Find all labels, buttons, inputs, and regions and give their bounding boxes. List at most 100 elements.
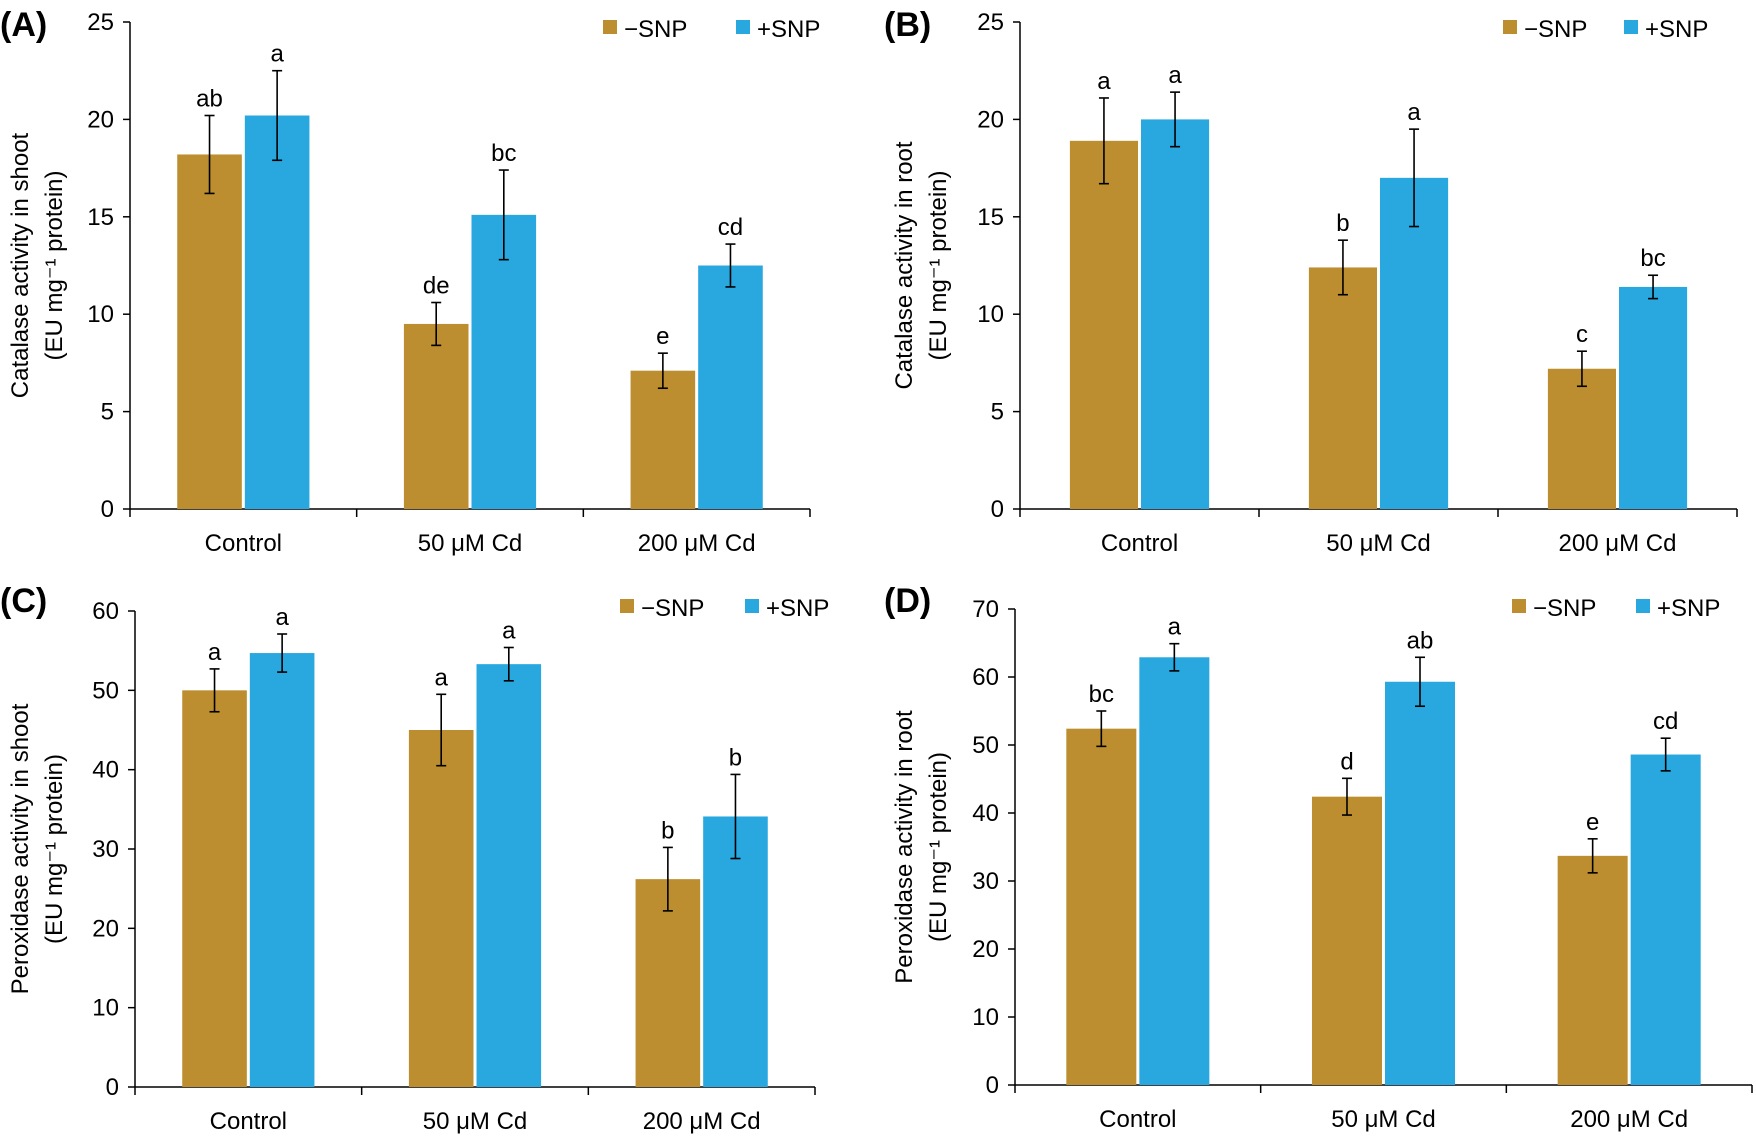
y-tick-label: 70 bbox=[972, 596, 999, 623]
y-tick-label: 10 bbox=[972, 1004, 999, 1031]
y-axis-label-units: (EU mg⁻¹ protein) bbox=[41, 754, 68, 944]
x-category-label: Control bbox=[1099, 1106, 1176, 1133]
bar-minus-snp bbox=[630, 370, 696, 509]
y-tick-label: 0 bbox=[986, 1072, 999, 1099]
y-tick-label: 30 bbox=[972, 868, 999, 895]
significance-letter: bc bbox=[1640, 245, 1665, 272]
bar-minus-snp bbox=[1557, 855, 1628, 1085]
panel-label: (A) bbox=[0, 6, 47, 44]
bar-minus-snp bbox=[1069, 140, 1138, 509]
x-category-label: 50 μM Cd bbox=[1326, 530, 1431, 557]
bar-plus-snp bbox=[1380, 177, 1449, 509]
bar-plus-snp bbox=[1141, 119, 1210, 510]
significance-letter: b bbox=[661, 817, 674, 844]
y-tick-label: 0 bbox=[991, 496, 1004, 523]
x-category-label: 200 μM Cd bbox=[643, 1108, 761, 1135]
legend-swatch-minus-snp bbox=[603, 20, 617, 34]
legend-swatch-plus-snp bbox=[1624, 20, 1638, 34]
y-tick-label: 50 bbox=[972, 732, 999, 759]
x-category-label: Control bbox=[1101, 530, 1178, 557]
significance-letter: b bbox=[1336, 210, 1349, 237]
chart-panel-d: (D) Peroxidase activity in root (EU mg⁻¹ p… bbox=[884, 582, 1753, 1133]
bar-plus-snp bbox=[698, 265, 763, 509]
legend-label-plus-snp: +SNP bbox=[1645, 16, 1708, 43]
significance-letter: cd bbox=[718, 214, 743, 241]
y-axis-label: Peroxidase activity in root bbox=[891, 710, 918, 984]
significance-letter: e bbox=[656, 323, 669, 350]
bar-plus-snp bbox=[1139, 657, 1210, 1085]
significance-letter: ab bbox=[1407, 627, 1434, 654]
y-axis-label-units: (EU mg⁻¹ protein) bbox=[925, 752, 952, 942]
legend-label-plus-snp: +SNP bbox=[757, 16, 820, 43]
significance-letter: d bbox=[1340, 748, 1353, 775]
x-category-label: 200 μM Cd bbox=[1559, 530, 1677, 557]
panel-label: (B) bbox=[884, 6, 931, 44]
significance-letter: ab bbox=[196, 86, 223, 113]
x-category-label: 200 μM Cd bbox=[638, 530, 756, 557]
legend-label-minus-snp: −SNP bbox=[641, 595, 704, 622]
legend-swatch-minus-snp bbox=[1512, 599, 1526, 613]
significance-letter: e bbox=[1586, 809, 1599, 836]
chart-panel-a: (A) Catalase activity in shoot (EU mg⁻¹ pr… bbox=[0, 6, 820, 557]
y-tick-label: 15 bbox=[87, 204, 114, 231]
y-axis-label: Catalase activity in root bbox=[891, 141, 918, 389]
significance-letter: a bbox=[270, 41, 284, 68]
bar-plus-snp bbox=[476, 664, 542, 1087]
significance-letter: a bbox=[502, 617, 516, 644]
legend-label-plus-snp: +SNP bbox=[1657, 595, 1720, 622]
significance-letter: a bbox=[208, 639, 222, 666]
y-tick-label: 60 bbox=[92, 598, 119, 625]
y-tick-label: 15 bbox=[977, 204, 1004, 231]
panel-label: (C) bbox=[0, 582, 47, 620]
legend-label-plus-snp: +SNP bbox=[766, 595, 829, 622]
y-tick-label: 20 bbox=[92, 915, 119, 942]
y-tick-label: 10 bbox=[87, 301, 114, 328]
chart-panel-b: (B) Catalase activity in root (EU mg⁻¹ pro… bbox=[884, 6, 1738, 557]
y-tick-label: 20 bbox=[972, 936, 999, 963]
bar-minus-snp bbox=[182, 690, 247, 1087]
y-axis-label: Catalase activity in shoot bbox=[7, 132, 34, 398]
bar-plus-snp bbox=[471, 214, 537, 510]
x-category-label: 50 μM Cd bbox=[418, 530, 523, 557]
bar-plus-snp bbox=[1619, 286, 1688, 509]
significance-letter: a bbox=[275, 604, 289, 631]
y-axis-label-units: (EU mg⁻¹ protein) bbox=[41, 170, 68, 360]
bar-plus-snp bbox=[703, 816, 768, 1087]
legend-swatch-plus-snp bbox=[1636, 599, 1650, 613]
bar-plus-snp bbox=[244, 115, 310, 509]
bar-plus-snp bbox=[249, 653, 315, 1087]
bar-minus-snp bbox=[635, 879, 701, 1087]
y-tick-label: 40 bbox=[92, 757, 119, 784]
y-tick-label: 30 bbox=[92, 836, 119, 863]
legend-swatch-plus-snp bbox=[745, 599, 759, 613]
y-tick-label: 25 bbox=[977, 9, 1004, 36]
y-tick-label: 10 bbox=[92, 995, 119, 1022]
legend-swatch-plus-snp bbox=[736, 20, 750, 34]
panel-label: (D) bbox=[884, 582, 931, 620]
y-tick-label: 50 bbox=[92, 677, 119, 704]
significance-letter: bc bbox=[491, 140, 516, 167]
x-category-label: 50 μM Cd bbox=[1331, 1106, 1436, 1133]
bar-minus-snp bbox=[408, 730, 474, 1087]
y-tick-label: 60 bbox=[972, 664, 999, 691]
bar-minus-snp bbox=[1308, 267, 1377, 509]
bar-minus-snp bbox=[1547, 368, 1616, 509]
significance-letter: de bbox=[423, 273, 450, 300]
bar-minus-snp bbox=[1311, 796, 1382, 1085]
significance-letter: a bbox=[1407, 99, 1421, 126]
significance-letter: cd bbox=[1653, 708, 1678, 735]
bar-plus-snp bbox=[1630, 754, 1701, 1085]
y-tick-label: 0 bbox=[101, 496, 114, 523]
significance-letter: c bbox=[1576, 321, 1588, 348]
bar-minus-snp bbox=[403, 323, 469, 509]
y-axis-label: Peroxidase activity in shoot bbox=[7, 703, 34, 994]
y-axis-label-units: (EU mg⁻¹ protein) bbox=[925, 170, 952, 360]
y-tick-label: 0 bbox=[106, 1074, 119, 1101]
y-tick-label: 40 bbox=[972, 800, 999, 827]
x-category-label: 200 μM Cd bbox=[1570, 1106, 1688, 1133]
y-tick-label: 20 bbox=[977, 106, 1004, 133]
x-category-label: Control bbox=[205, 530, 282, 557]
legend-label-minus-snp: −SNP bbox=[624, 16, 687, 43]
significance-letter: a bbox=[435, 664, 449, 691]
